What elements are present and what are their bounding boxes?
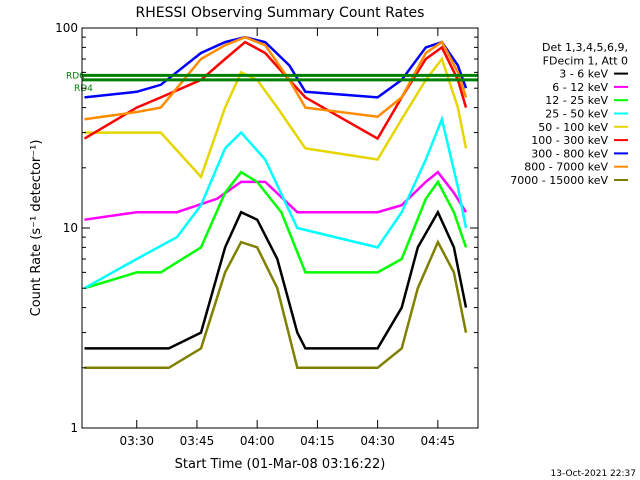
x-tick-label: 04:00 [240,434,275,448]
footer-date: 13-Oct-2021 22:37 [551,469,636,479]
annotation-1: RD4 [74,84,93,94]
legend-entry-label: 300 - 800 keV [531,147,608,160]
x-tick-label: 03:45 [180,434,215,448]
series-line-0 [84,209,468,350]
legend-entry-label: 25 - 50 keV [545,108,608,121]
series-line-1 [84,170,468,221]
legend-entry-label: 3 - 6 keV [559,68,608,81]
x-axis-label: Start Time (01-Mar-08 03:16:22) [175,457,386,472]
legend-entry-label: 12 - 25 keV [545,94,608,107]
x-tick-label: 04:15 [300,434,335,448]
annotation-0: RD6 [66,71,85,81]
y-axis-label: Count Rate (s⁻¹ detector⁻¹) [29,140,44,317]
legend-header-line: Det 1,3,4,5,6,9, [542,41,628,54]
series-line-4 [84,56,468,180]
legend-entry-label: 800 - 7000 keV [524,161,608,174]
series-line-3 [83,115,468,290]
legend-entry-label: 50 - 100 keV [538,121,608,134]
x-tick-label: 04:45 [421,434,456,448]
legend-header-line: FDecim 1, Att 0 [543,54,628,67]
y-tick-label: 1 [70,421,78,435]
series-line-8 [84,239,468,370]
x-tick-label: 04:30 [360,434,395,448]
chart-title: RHESSI Observing Summary Count Rates [136,5,425,21]
series-line-2 [84,170,468,290]
y-tick-label: 100 [55,21,78,35]
legend-entry-label: 100 - 300 keV [531,134,608,147]
legend-entry-label: 7000 - 15000 keV [510,174,608,187]
y-tick-label: 10 [63,221,78,235]
x-tick-label: 03:30 [119,434,154,448]
legend-entry-label: 6 - 12 keV [552,81,608,94]
